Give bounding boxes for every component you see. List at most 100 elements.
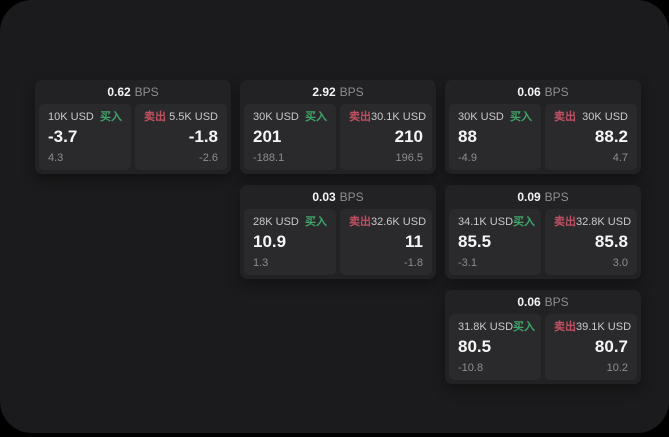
bps-value: 0.06 bbox=[517, 295, 541, 309]
card-body: 34.1K USD 买入 85.5 -3.1 卖出 32.8K USD 85.8… bbox=[445, 209, 641, 279]
buy-tile[interactable]: 30K USD 买入 88 -4.9 bbox=[449, 104, 541, 170]
buy-tile[interactable]: 31.8K USD 买入 80.5 -10.8 bbox=[449, 314, 541, 380]
quote-card: 0.06 BPS 30K USD 买入 88 -4.9 卖出 30K USD bbox=[445, 80, 641, 174]
buy-size: 10K USD bbox=[48, 111, 94, 123]
buy-size: 30K USD bbox=[458, 111, 504, 123]
sell-label: 卖出 bbox=[554, 321, 576, 333]
sell-size: 39.1K USD bbox=[576, 321, 632, 333]
quote-card: 0.62 BPS 10K USD 买入 -3.7 4.3 卖出 5.5K USD bbox=[35, 80, 231, 174]
sell-price: 80.7 bbox=[594, 337, 628, 356]
bps-unit: BPS bbox=[544, 190, 569, 204]
card-body: 31.8K USD 买入 80.5 -10.8 卖出 39.1K USD 80.… bbox=[445, 314, 641, 384]
buy-tile[interactable]: 10K USD 买入 -3.7 4.3 bbox=[39, 104, 131, 170]
sell-label: 卖出 bbox=[554, 216, 576, 228]
sell-size: 5.5K USD bbox=[169, 111, 218, 123]
quote-card: 0.09 BPS 34.1K USD 买入 85.5 -3.1 卖出 32.8K… bbox=[445, 185, 641, 279]
bps-value: 0.06 bbox=[517, 85, 541, 99]
buy-price: 80.5 bbox=[458, 337, 492, 356]
sell-tile-top: 卖出 5.5K USD bbox=[144, 111, 218, 124]
buy-size: 31.8K USD bbox=[458, 321, 514, 333]
sell-delta: -2.6 bbox=[199, 152, 218, 164]
card-header: 0.62 BPS bbox=[35, 80, 231, 104]
buy-label: 买入 bbox=[510, 111, 532, 123]
buy-delta: 4.3 bbox=[48, 152, 64, 164]
bps-value: 2.92 bbox=[312, 85, 336, 99]
card-header: 0.09 BPS bbox=[445, 185, 641, 209]
sell-tile[interactable]: 卖出 32.8K USD 85.8 3.0 bbox=[545, 209, 637, 275]
card-body: 28K USD 买入 10.9 1.3 卖出 32.6K USD 11 -1.8 bbox=[240, 209, 436, 279]
card-body: 10K USD 买入 -3.7 4.3 卖出 5.5K USD -1.8 -2.… bbox=[35, 104, 231, 174]
card-header: 0.03 BPS bbox=[240, 185, 436, 209]
buy-delta: 1.3 bbox=[253, 257, 269, 269]
bps-value: 0.03 bbox=[312, 190, 336, 204]
sell-tile[interactable]: 卖出 32.6K USD 11 -1.8 bbox=[340, 209, 432, 275]
card-header: 0.06 BPS bbox=[445, 290, 641, 314]
buy-delta: -10.8 bbox=[458, 362, 484, 374]
sell-price: 88.2 bbox=[594, 127, 628, 146]
buy-price: 10.9 bbox=[253, 232, 287, 251]
sell-price: -1.8 bbox=[188, 127, 218, 146]
card-header: 0.06 BPS bbox=[445, 80, 641, 104]
buy-tile[interactable]: 34.1K USD 买入 85.5 -3.1 bbox=[449, 209, 541, 275]
buy-label: 买入 bbox=[100, 111, 122, 123]
sell-label: 卖出 bbox=[144, 111, 166, 123]
bps-unit: BPS bbox=[134, 85, 159, 99]
buy-size: 28K USD bbox=[253, 216, 299, 228]
buy-tile-top: 31.8K USD 买入 bbox=[458, 321, 536, 334]
buy-label: 买入 bbox=[305, 111, 327, 123]
buy-price: 88 bbox=[458, 127, 477, 146]
sell-price: 210 bbox=[394, 127, 423, 146]
buy-size: 30K USD bbox=[253, 111, 299, 123]
sell-label: 卖出 bbox=[349, 216, 371, 228]
bps-unit: BPS bbox=[544, 85, 569, 99]
sell-size: 30K USD bbox=[582, 111, 628, 123]
sell-size: 32.6K USD bbox=[371, 216, 427, 228]
bps-value: 0.09 bbox=[517, 190, 541, 204]
quote-card: 0.06 BPS 31.8K USD 买入 80.5 -10.8 卖出 39.1… bbox=[445, 290, 641, 384]
buy-delta: -3.1 bbox=[458, 257, 477, 269]
quote-grid: 0.62 BPS 10K USD 买入 -3.7 4.3 卖出 5.5K USD bbox=[35, 80, 641, 384]
sell-tile-top: 卖出 32.6K USD bbox=[349, 216, 427, 229]
sell-tile[interactable]: 卖出 30.1K USD 210 196.5 bbox=[340, 104, 432, 170]
buy-tile-top: 30K USD 买入 bbox=[253, 111, 327, 124]
buy-tile-top: 10K USD 买入 bbox=[48, 111, 122, 124]
buy-price: -3.7 bbox=[48, 127, 78, 146]
buy-tile-top: 30K USD 买入 bbox=[458, 111, 532, 124]
sell-delta: -1.8 bbox=[404, 257, 423, 269]
buy-price: 201 bbox=[253, 127, 282, 146]
bps-value: 0.62 bbox=[107, 85, 131, 99]
card-body: 30K USD 买入 88 -4.9 卖出 30K USD 88.2 4.7 bbox=[445, 104, 641, 174]
sell-tile-top: 卖出 32.8K USD bbox=[554, 216, 632, 229]
buy-label: 买入 bbox=[305, 216, 327, 228]
buy-label: 买入 bbox=[513, 216, 536, 228]
sell-tile[interactable]: 卖出 5.5K USD -1.8 -2.6 bbox=[135, 104, 227, 170]
sell-delta: 196.5 bbox=[395, 152, 423, 164]
sell-label: 卖出 bbox=[349, 111, 371, 123]
buy-price: 85.5 bbox=[458, 232, 492, 251]
buy-label: 买入 bbox=[513, 321, 536, 333]
sell-tile[interactable]: 卖出 39.1K USD 80.7 10.2 bbox=[545, 314, 637, 380]
buy-delta: -4.9 bbox=[458, 152, 477, 164]
sell-price: 85.8 bbox=[594, 232, 628, 251]
buy-size: 34.1K USD bbox=[458, 216, 514, 228]
bps-unit: BPS bbox=[544, 295, 569, 309]
sell-delta: 10.2 bbox=[606, 362, 628, 374]
sell-label: 卖出 bbox=[554, 111, 576, 123]
sell-delta: 4.7 bbox=[612, 152, 628, 164]
buy-tile-top: 28K USD 买入 bbox=[253, 216, 327, 229]
sell-price: 11 bbox=[405, 232, 423, 251]
card-body: 30K USD 买入 201 -188.1 卖出 30.1K USD 210 1… bbox=[240, 104, 436, 174]
buy-delta: -188.1 bbox=[253, 152, 285, 164]
buy-tile[interactable]: 30K USD 买入 201 -188.1 bbox=[244, 104, 336, 170]
sell-tile[interactable]: 卖出 30K USD 88.2 4.7 bbox=[545, 104, 637, 170]
buy-tile-top: 34.1K USD 买入 bbox=[458, 216, 536, 229]
bps-unit: BPS bbox=[339, 190, 364, 204]
sell-size: 32.8K USD bbox=[576, 216, 632, 228]
buy-tile[interactable]: 28K USD 买入 10.9 1.3 bbox=[244, 209, 336, 275]
sell-tile-top: 卖出 30K USD bbox=[554, 111, 628, 124]
quote-card: 2.92 BPS 30K USD 买入 201 -188.1 卖出 30.1K … bbox=[240, 80, 436, 174]
sell-tile-top: 卖出 30.1K USD bbox=[349, 111, 427, 124]
sell-size: 30.1K USD bbox=[371, 111, 427, 123]
bps-unit: BPS bbox=[339, 85, 364, 99]
